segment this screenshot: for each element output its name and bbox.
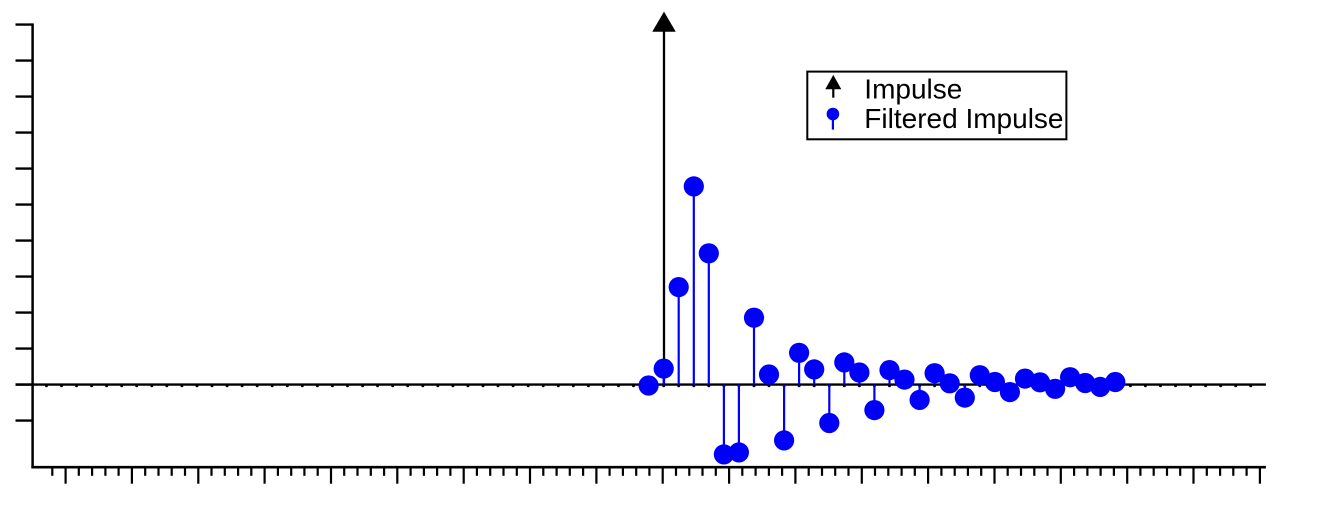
svg-text:Impulse: Impulse [864, 73, 962, 104]
svg-text:Filtered Impulse: Filtered Impulse [864, 103, 1063, 134]
